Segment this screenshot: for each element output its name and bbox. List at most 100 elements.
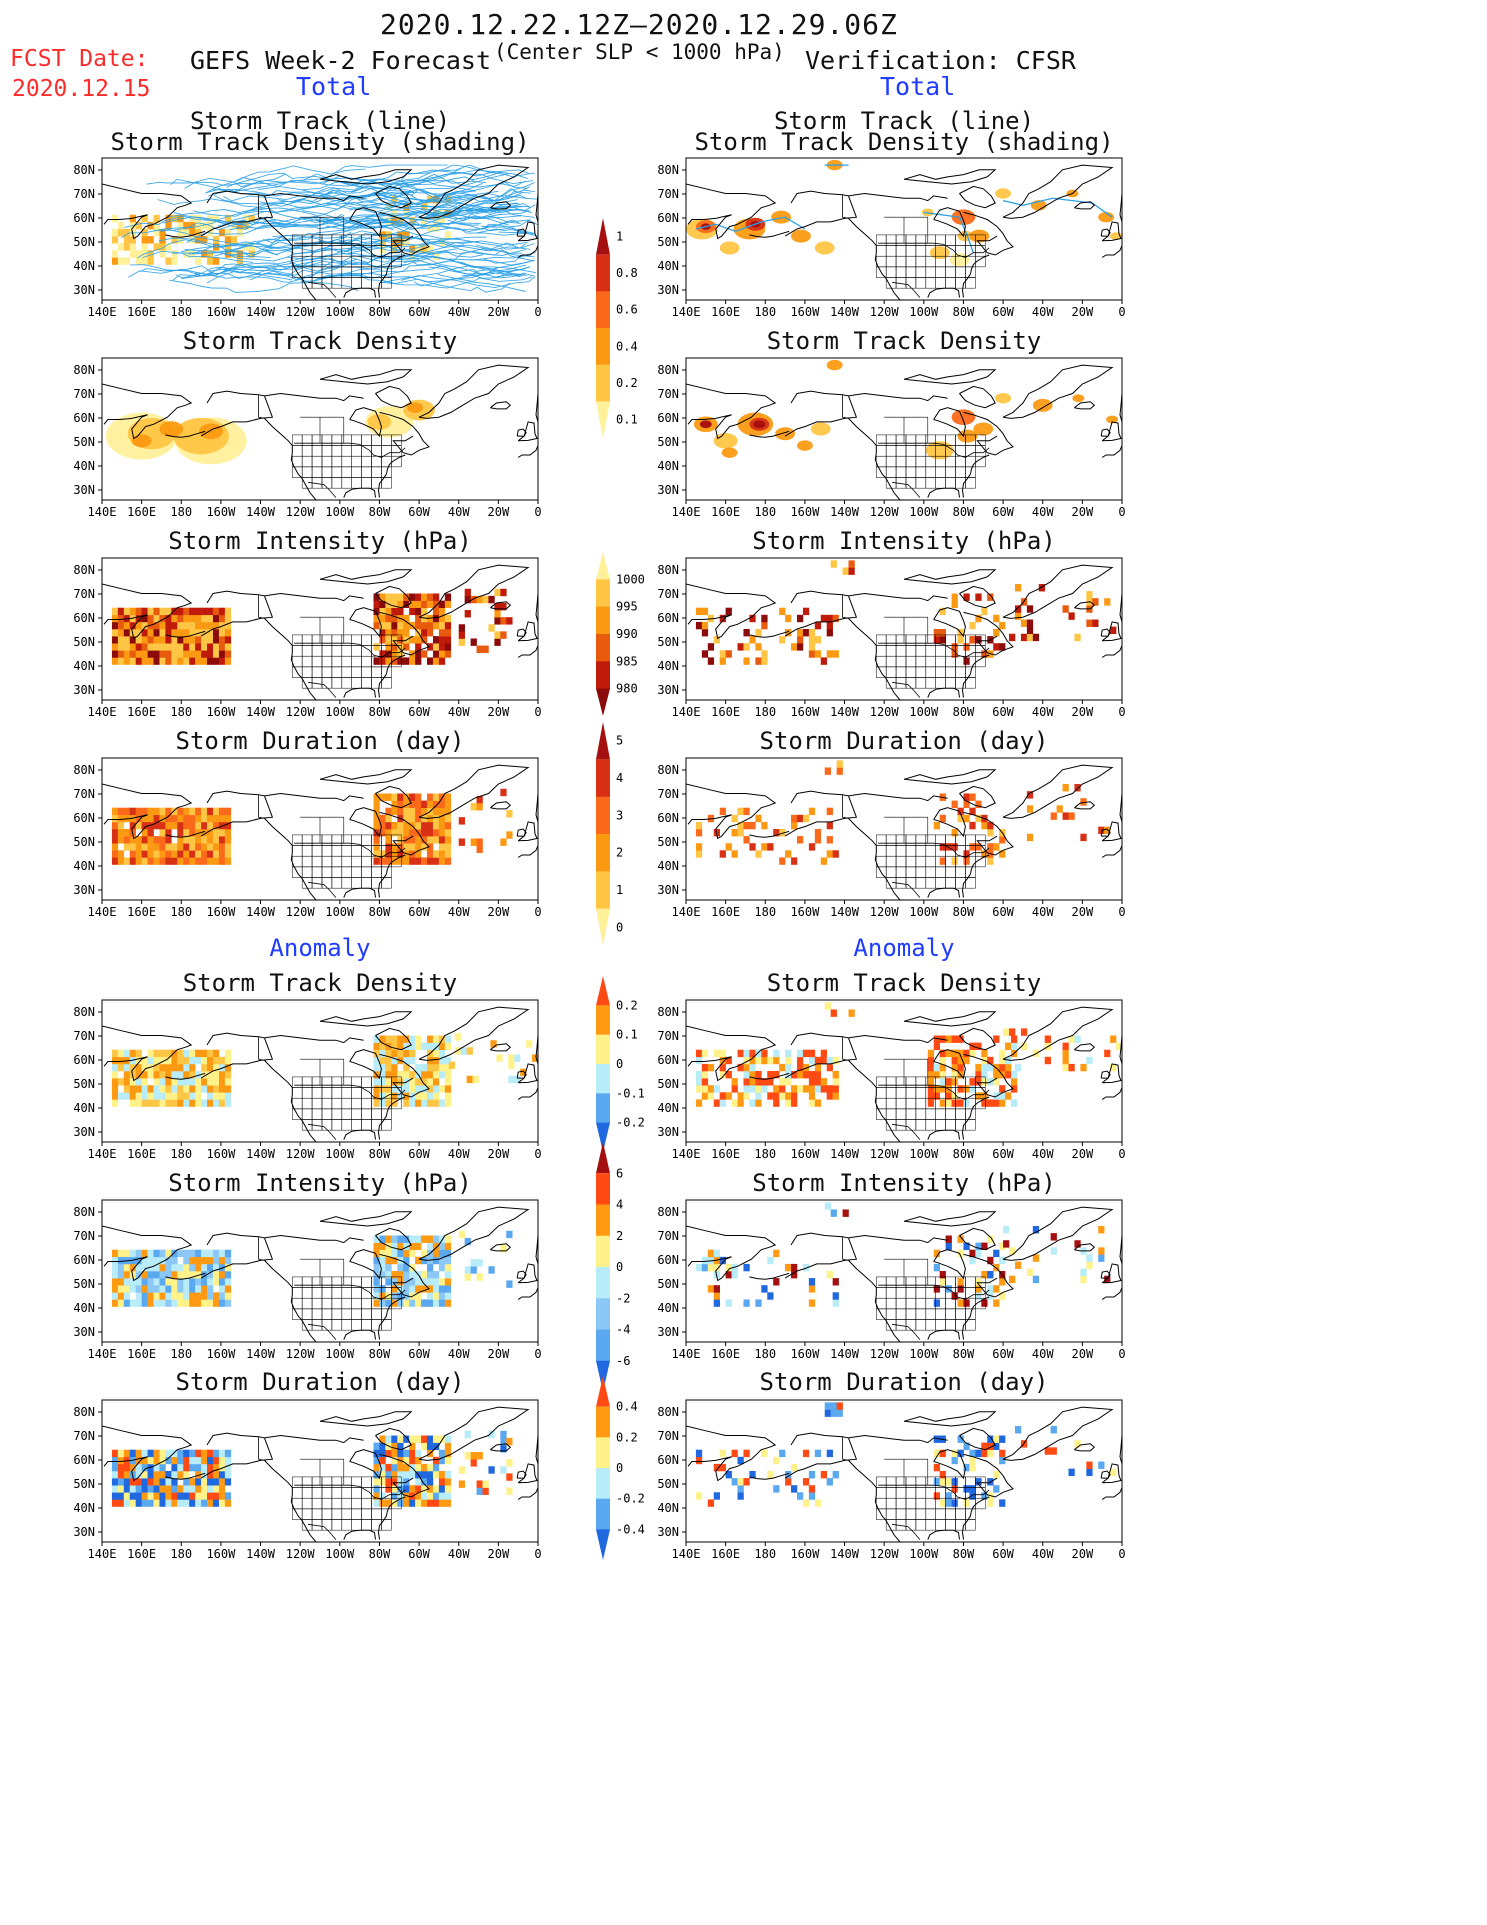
total-label-right: Total xyxy=(880,72,956,101)
colorbar-tick-label: 1000 xyxy=(616,572,645,586)
title-anom-density-right: Storm Track Density xyxy=(766,969,1042,997)
lon-tick-label: 120W xyxy=(870,505,900,519)
lon-tick-label: 20W xyxy=(1072,705,1094,719)
lon-tick-label: 120W xyxy=(870,1147,900,1161)
lon-tick-label: 40W xyxy=(448,305,470,319)
lat-tick-label: 50N xyxy=(73,635,95,649)
lon-tick-label: 80W xyxy=(369,1547,391,1561)
lat-tick-label: 30N xyxy=(657,283,679,297)
title-duration-left: Storm Duration (day) xyxy=(175,727,465,755)
lon-tick-label: 20W xyxy=(488,1347,510,1361)
lat-tick-label: 60N xyxy=(73,411,95,425)
lon-tick-label: 140E xyxy=(88,705,117,719)
lon-tick-label: 80W xyxy=(369,305,391,319)
map-panel-cfsr-aduration: 140E 160E 180 160W 140W 120W 100W 80W 60W 40W 20W 0… xyxy=(657,1399,1126,1561)
lat-tick-label: 80N xyxy=(73,563,95,577)
lat-tick-label: 30N xyxy=(657,1125,679,1139)
lon-tick-label: 60W xyxy=(408,905,430,919)
map-panel-cfsr-aintensity: 140E 160E 180 160W 140W 120W 100W 80W 60W 40W 20W 0… xyxy=(657,1199,1126,1361)
lon-tick-label: 80W xyxy=(369,1347,391,1361)
lat-tick-label: 70N xyxy=(657,1029,679,1043)
lat-tick-label: 50N xyxy=(73,1077,95,1091)
lon-tick-label: 180 xyxy=(170,1347,192,1361)
lat-tick-label: 70N xyxy=(73,387,95,401)
lon-tick-label: 100W xyxy=(325,505,355,519)
lon-tick-label: 20W xyxy=(1072,505,1094,519)
lon-tick-label: 60W xyxy=(992,905,1014,919)
lon-tick-label: 120W xyxy=(870,705,900,719)
lon-tick-label: 20W xyxy=(1072,305,1094,319)
lat-tick-label: 40N xyxy=(657,1501,679,1515)
lat-tick-label: 80N xyxy=(73,1005,95,1019)
title-intensity-right: Storm Intensity (hPa) xyxy=(752,527,1056,555)
lat-tick-label: 30N xyxy=(657,483,679,497)
colorbar-tick-label: 0.2 xyxy=(616,1430,638,1444)
lon-tick-label: 0 xyxy=(534,305,541,319)
colorbar-tick-label: 0 xyxy=(616,920,623,934)
lat-tick-label: 40N xyxy=(657,859,679,873)
lat-tick-label: 30N xyxy=(73,1325,95,1339)
lon-tick-label: 20W xyxy=(1072,1147,1094,1161)
lon-tick-label: 100W xyxy=(909,1347,939,1361)
lat-tick-label: 80N xyxy=(657,1205,679,1219)
lon-tick-label: 180 xyxy=(754,705,776,719)
lon-tick-label: 140W xyxy=(246,1147,276,1161)
lon-tick-label: 60W xyxy=(992,1347,1014,1361)
lat-tick-label: 70N xyxy=(73,187,95,201)
lon-tick-label: 160E xyxy=(711,505,740,519)
lon-tick-label: 140W xyxy=(830,305,860,319)
lon-tick-label: 140W xyxy=(246,305,276,319)
lon-tick-label: 40W xyxy=(1032,1347,1054,1361)
lat-tick-label: 80N xyxy=(73,363,95,377)
lat-tick-label: 40N xyxy=(657,659,679,673)
lon-tick-label: 180 xyxy=(754,1347,776,1361)
lon-tick-label: 120W xyxy=(286,305,316,319)
colorbar-tick-label: 0.6 xyxy=(616,303,638,317)
lon-tick-label: 140W xyxy=(246,705,276,719)
map-panel-gefs-aduration: 140E 160E 180 160W 140W 120W 100W 80W 60W 40W 20W 0… xyxy=(73,1399,542,1561)
lon-tick-label: 0 xyxy=(1118,705,1125,719)
lon-tick-label: 0 xyxy=(534,1347,541,1361)
lon-tick-label: 60W xyxy=(992,305,1014,319)
lon-tick-label: 180 xyxy=(170,305,192,319)
colorbar-tick-label: 2 xyxy=(616,846,623,860)
colorbar-tick-label: 1 xyxy=(616,883,623,897)
lon-tick-label: 100W xyxy=(325,705,355,719)
lat-tick-label: 30N xyxy=(73,483,95,497)
lat-tick-label: 70N xyxy=(657,587,679,601)
lon-tick-label: 160E xyxy=(127,305,156,319)
colorbar-tick-label: 0.2 xyxy=(616,376,638,390)
lat-tick-label: 40N xyxy=(73,1101,95,1115)
lat-tick-label: 30N xyxy=(73,283,95,297)
colorbar-tick-label: -6 xyxy=(616,1354,630,1368)
lon-tick-label: 80W xyxy=(953,905,975,919)
lon-tick-label: 20W xyxy=(488,1547,510,1561)
lat-tick-label: 70N xyxy=(657,787,679,801)
lat-tick-label: 80N xyxy=(657,1005,679,1019)
colorbar-tick-label: 3 xyxy=(616,808,623,822)
lon-tick-label: 40W xyxy=(1032,1147,1054,1161)
lon-tick-label: 160W xyxy=(206,705,236,719)
lon-tick-label: 0 xyxy=(1118,1347,1125,1361)
lon-tick-label: 160W xyxy=(790,505,820,519)
lat-tick-label: 50N xyxy=(73,1277,95,1291)
lon-tick-label: 60W xyxy=(992,1547,1014,1561)
verification-label: Verification: CFSR xyxy=(805,46,1076,75)
lat-tick-label: 80N xyxy=(657,363,679,377)
lon-tick-label: 120W xyxy=(870,905,900,919)
lat-tick-label: 60N xyxy=(657,611,679,625)
lon-tick-label: 60W xyxy=(992,1147,1014,1161)
colorbar-tick-label: 0.4 xyxy=(616,1400,638,1414)
lat-tick-label: 70N xyxy=(73,1229,95,1243)
lat-tick-label: 40N xyxy=(657,1301,679,1315)
lon-tick-label: 160W xyxy=(206,1347,236,1361)
lon-tick-label: 100W xyxy=(325,1147,355,1161)
lat-tick-label: 60N xyxy=(657,811,679,825)
lon-tick-label: 140W xyxy=(246,505,276,519)
lon-tick-label: 180 xyxy=(170,505,192,519)
lon-tick-label: 60W xyxy=(408,305,430,319)
colorbar-tick-label: 0 xyxy=(616,1461,623,1475)
lat-tick-label: 80N xyxy=(73,1405,95,1419)
lon-tick-label: 80W xyxy=(369,1147,391,1161)
